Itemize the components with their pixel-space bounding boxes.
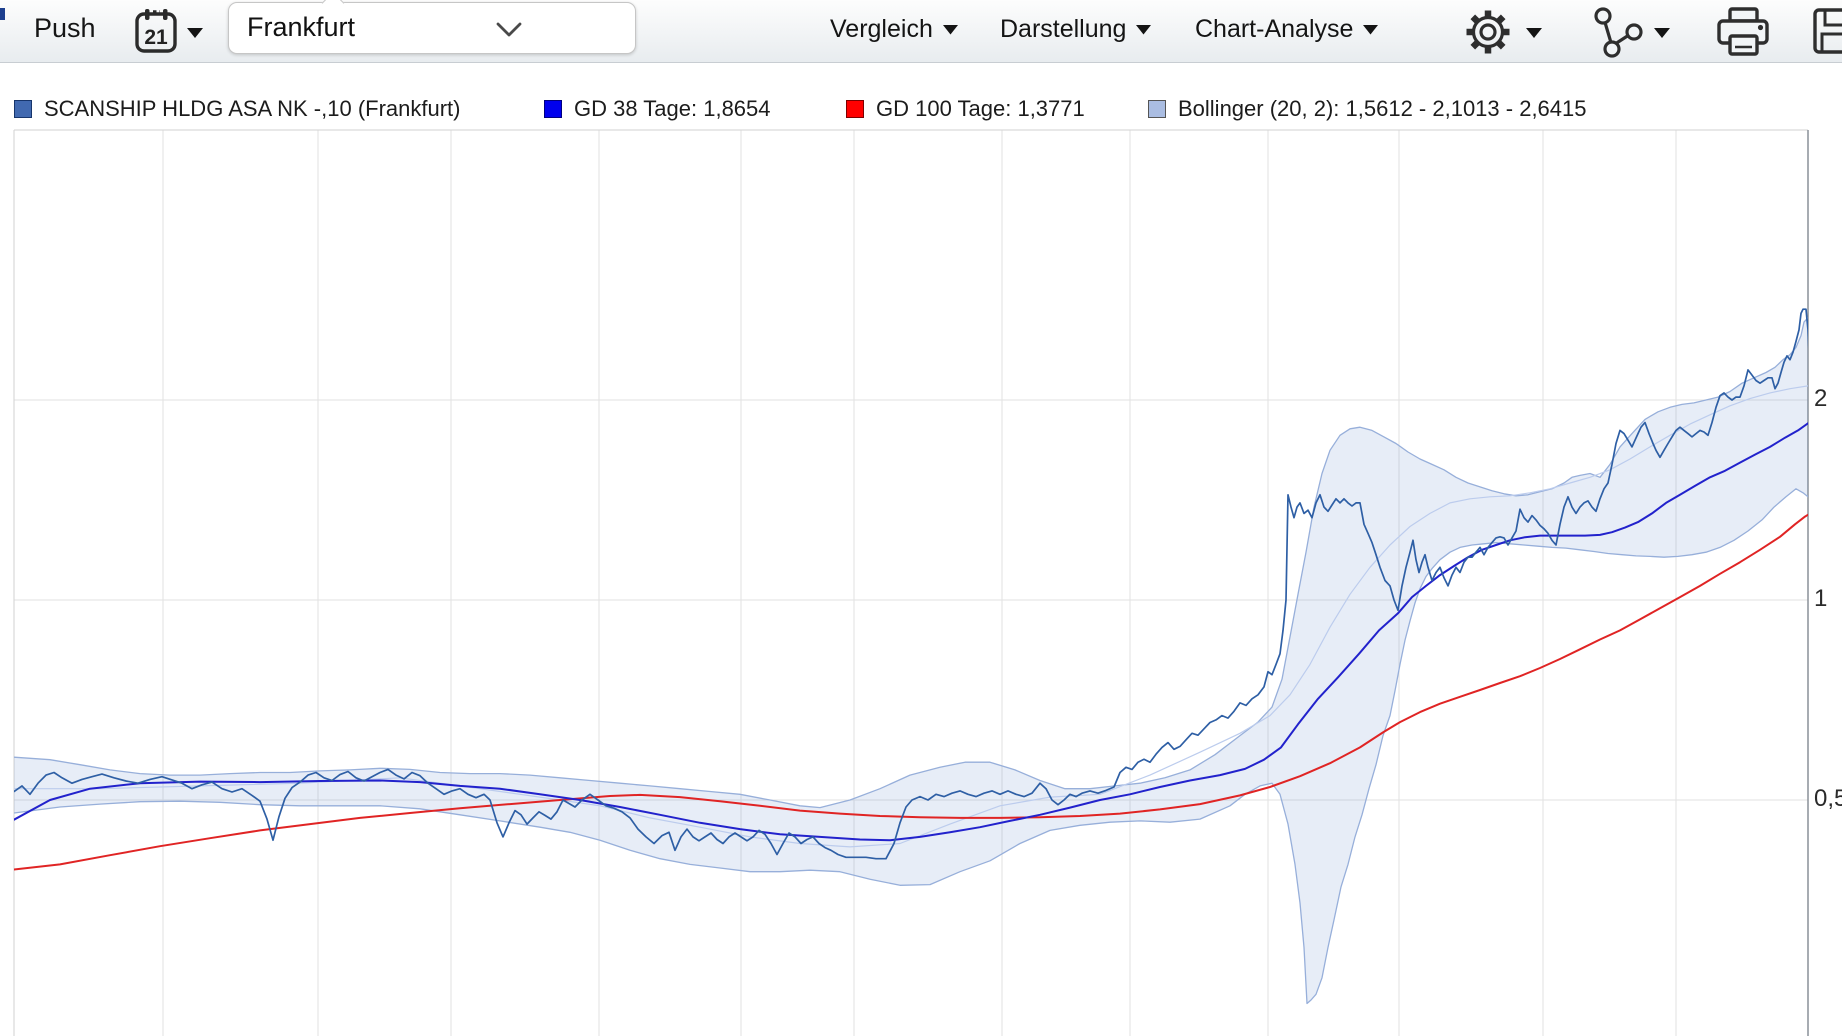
y-axis-tick-label: 0,5 <box>1814 785 1842 812</box>
legend-item-price: SCANSHIP HLDG ASA NK -,10 (Frankfurt) <box>14 96 461 122</box>
legend-label: GD 38 Tage: 1,8654 <box>574 96 771 121</box>
legend-label: GD 100 Tage: 1,3771 <box>876 96 1085 121</box>
menu-chart-analyse-label: Chart-Analyse <box>1195 15 1354 43</box>
legend-swatch <box>544 100 562 118</box>
save-button[interactable] <box>1812 7 1842 55</box>
menu-vergleich[interactable]: Vergleich <box>830 15 958 44</box>
settings-caret[interactable] <box>1526 26 1542 44</box>
svg-text:21: 21 <box>144 26 168 49</box>
legend-label: SCANSHIP HLDG ASA NK -,10 (Frankfurt) <box>44 96 461 121</box>
chevron-down-icon <box>1363 24 1379 34</box>
exchange-select-value: Frankfurt <box>247 12 356 42</box>
toolbar: Push 21 Frankfurt Vergleich Dars <box>0 0 1842 63</box>
print-button[interactable] <box>1714 6 1772 63</box>
save-icon <box>1813 8 1842 54</box>
chevron-down-icon <box>1526 28 1542 38</box>
calendar-icon: 21 <box>135 9 177 53</box>
y-axis-tick-label: 2 <box>1814 385 1828 412</box>
timeframe-button[interactable]: 21 <box>133 7 179 60</box>
chevron-down-icon <box>942 24 958 34</box>
chart-legend: SCANSHIP HLDG ASA NK -,10 (Frankfurt) GD… <box>0 96 1842 126</box>
chevron-down-icon <box>1654 28 1670 38</box>
menu-darstellung-label: Darstellung <box>1000 15 1127 43</box>
gear-icon <box>1466 10 1510 54</box>
legend-item-bollinger: Bollinger (20, 2): 1,5612 - 2,1013 - 2,6… <box>1148 96 1587 122</box>
share-icon <box>1594 7 1643 58</box>
menu-vergleich-label: Vergleich <box>830 15 933 43</box>
legend-label: Bollinger (20, 2): 1,5612 - 2,1013 - 2,6… <box>1178 96 1587 121</box>
chevron-down-icon <box>187 28 203 38</box>
exchange-select[interactable]: Frankfurt <box>228 0 636 54</box>
menu-darstellung[interactable]: Darstellung <box>1000 15 1152 44</box>
legend-swatch <box>1148 100 1166 118</box>
legend-item-gd100: GD 100 Tage: 1,3771 <box>846 96 1085 122</box>
timeframe-caret[interactable] <box>187 26 203 44</box>
printer-icon <box>1717 7 1769 56</box>
share-button[interactable] <box>1590 5 1644 64</box>
settings-button[interactable] <box>1462 6 1514 63</box>
screen-edge-artifact <box>0 8 5 20</box>
y-axis-tick-label: 1 <box>1814 585 1828 612</box>
share-caret[interactable] <box>1654 26 1670 44</box>
chevron-down-icon <box>1136 24 1152 34</box>
legend-item-gd38: GD 38 Tage: 1,8654 <box>544 96 771 122</box>
legend-swatch <box>14 100 32 118</box>
push-button[interactable]: Push <box>34 13 96 43</box>
menu-chart-analyse[interactable]: Chart-Analyse <box>1195 15 1379 44</box>
legend-swatch <box>846 100 864 118</box>
chevron-down-icon <box>495 21 523 44</box>
y-axis: 2 1 0,5 <box>1814 0 1842 1036</box>
